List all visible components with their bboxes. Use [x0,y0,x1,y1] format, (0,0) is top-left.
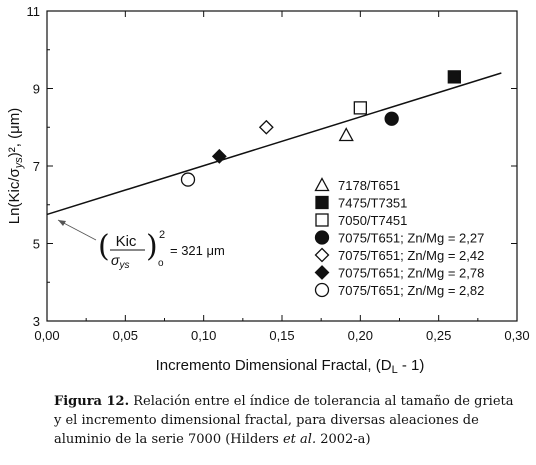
y-axis-label: Ln(Kic/σys)², (μm) [6,108,25,224]
legend-label: 7075/T651; Zn/Mg = 2,78 [338,266,484,281]
legend-marker [315,195,329,210]
annotation-value: = 321 μm [170,243,225,258]
x-axis-label: Incremento Dimensional Fractal, (DL - 1) [156,357,425,376]
y-axis-label-sub: ys [13,157,25,170]
x-tick-label: 0,20 [348,328,373,343]
x-tick-label: 0,15 [269,328,294,343]
x-tick-label: 0,05 [113,328,138,343]
data-point [258,119,274,135]
legend: 7178/T651 7475/T7351 7050/T7451 7075/T651; … [314,177,484,298]
figure-caption: Figura 12. Relación entre el índice de t… [54,392,524,449]
x-tick-label: 0,25 [426,328,451,343]
annotation-arrowhead [58,220,66,226]
legend-marker [314,282,330,298]
annotation-frac-num: Kic [116,233,137,250]
annotation-frac-den-sub: ys [118,260,129,271]
legend-marker [314,177,330,192]
legend-marker [314,230,330,245]
data-point [180,172,196,187]
data-point [338,127,354,142]
y-tick-label: 3 [33,314,40,329]
x-tick-label: 0,10 [191,328,216,343]
x-axis-label-tail: - 1) [398,357,425,374]
legend-label: 7475/T7351 [338,196,407,211]
caption-text-2: 2002-a) [316,432,371,447]
annotation-paren-close: ) [146,229,158,264]
legend-marker [314,247,330,263]
legend-label: 7075/T651; Zn/Mg = 2,82 [338,283,484,298]
caption-label: Figura 12. [54,394,130,409]
data-point [211,148,227,164]
annotation-frac-den: σys [111,252,129,271]
data-point [447,70,461,84]
data-points [180,70,461,187]
x-tick-label: 0,30 [504,328,529,343]
caption-et-al: et al. [282,432,317,447]
data-point [353,101,367,115]
y-axis-label-tail: )², (μm) [6,108,23,157]
annotation-outer-sub: o [158,258,164,269]
figure-chart: 0,00 0,05 0,10 0,15 0,20 0,25 0,30 3 5 7 9 11 7178/… [6,4,530,376]
legend-label: 7178/T651 [338,178,400,193]
caption-text-1: Relación entre el índice de tolerancia a… [54,394,514,447]
axis-ticks: 0,00 0,05 0,10 0,15 0,20 0,25 0,30 3 5 7 9 11 [27,4,530,343]
y-tick-label: 5 [33,237,40,252]
x-axis-label-sub: L [392,364,398,376]
y-tick-label: 11 [27,4,41,19]
legend-marker [315,213,329,227]
legend-label: 7075/T651; Zn/Mg = 2,27 [338,231,484,246]
data-point [384,111,399,126]
legend-label: 7050/T7451 [338,213,407,228]
annotation-paren-open: ( [98,229,110,264]
legend-label: 7075/T651; Zn/Mg = 2,42 [338,248,484,263]
y-tick-label: 9 [33,82,40,97]
annotation: ( Kic σys ) 2 o = 321 μm [57,219,225,271]
x-tick-label: 0,00 [34,328,59,343]
legend-marker [314,265,330,280]
y-tick-label: 7 [33,159,40,174]
annotation-exponent: 2 [159,229,165,241]
fit-line-group [46,72,502,216]
fit-line [46,72,502,216]
